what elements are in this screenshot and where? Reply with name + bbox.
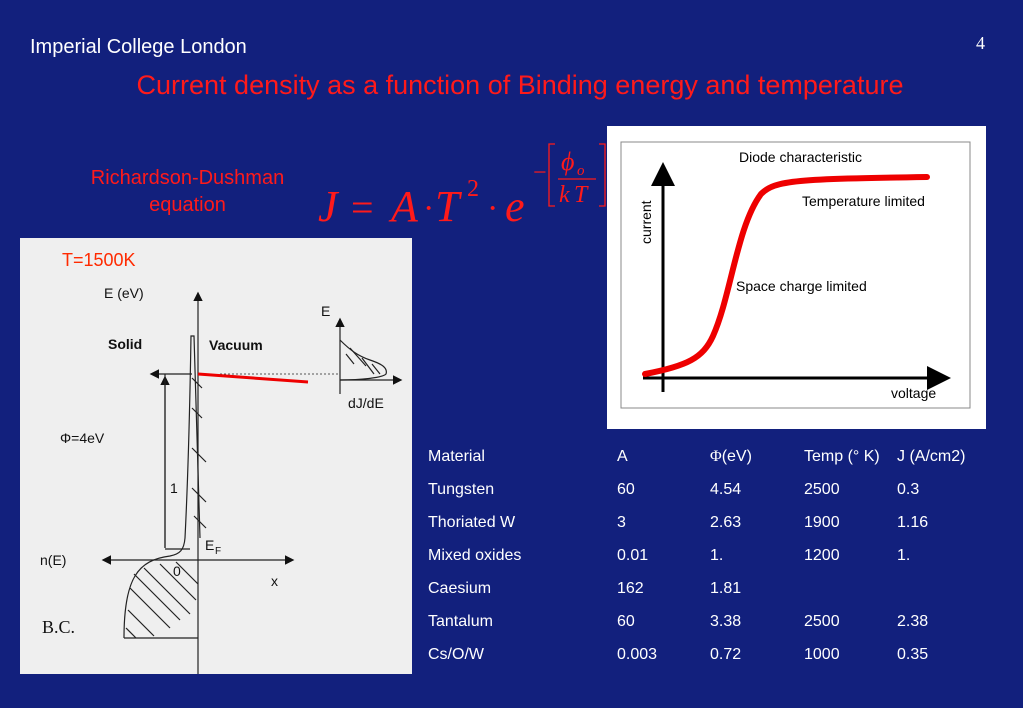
current-axis-label: current: [638, 200, 654, 244]
inset-energy-label: E: [321, 303, 330, 319]
temperature-limited-label: Temperature limited: [802, 193, 925, 209]
table-cell: Tungsten: [428, 480, 495, 498]
distribution-curve: [123, 335, 201, 639]
fermi-subscript: F: [215, 546, 221, 557]
formula-bracket-right: [599, 143, 606, 207]
table-row: Cs/O/W 0.003 0.72 1000 0.35: [420, 638, 1020, 671]
table-row: Caesium 162 1.81: [420, 572, 1020, 605]
formula-t: T: [435, 182, 463, 231]
table-cell: 0.003: [617, 645, 658, 663]
formula-minus: −: [533, 160, 547, 186]
band-diagram-panel: T=1500K E (eV) Solid Vacuum Φ=4eV 1 E F …: [20, 238, 412, 674]
formula-a: A: [388, 182, 419, 231]
tail-hatching: [191, 377, 207, 529]
table-cell: 0.01: [617, 546, 649, 564]
phi-symbol: Φ: [710, 447, 722, 465]
table-body: Tungsten 60 4.54 2500 0.3 Thoriated W 3 2.63 190…: [420, 473, 1020, 671]
formula-t2: T: [574, 182, 589, 208]
formula-e: e: [505, 182, 525, 231]
table-cell: 1900: [804, 513, 840, 531]
table-cell: 0.3: [897, 480, 920, 498]
formula-phi: ϕ: [561, 147, 574, 176]
table-cell: Tantalum: [428, 612, 493, 630]
table-cell: 2500: [804, 612, 840, 630]
table-cell: 2500: [804, 480, 840, 498]
institution-name: Imperial College London: [30, 36, 247, 58]
table-cell: 2.63: [710, 513, 742, 531]
table-cell: 2.38: [897, 612, 929, 630]
distribution-hatching: [125, 561, 199, 639]
formula-j: J: [318, 182, 340, 231]
table-cell: 4.54: [710, 480, 742, 498]
table-cell: [889, 572, 1020, 605]
solid-label: Solid: [108, 336, 142, 352]
inset-x-label: dJ/dE: [348, 395, 384, 411]
diode-curve: [642, 174, 930, 377]
energy-axis-label: E (eV): [104, 285, 144, 301]
header-material: Material: [428, 447, 485, 465]
equation-name: Richardson-Dushman equation: [90, 167, 285, 216]
header-a: A: [617, 447, 628, 465]
work-function-label: Φ=4eV: [60, 430, 105, 446]
formula-bracket-left: [548, 143, 555, 207]
table-cell: 1.: [710, 546, 724, 564]
level-one-label: 1: [170, 480, 178, 496]
table-cell: [796, 572, 889, 605]
space-charge-limited-label: Space charge limited: [736, 278, 867, 294]
diode-characteristic-chart: Diode characteristic Temperature limited…: [620, 141, 971, 409]
chart-frame: [620, 141, 971, 409]
table-row: Tungsten 60 4.54 2500 0.3: [420, 473, 1020, 506]
header-phi-unit: (eV): [721, 447, 752, 465]
header-phi: Φ(eV): [702, 440, 796, 473]
slide-title: Current density as a function of Binding…: [136, 70, 904, 100]
table-cell: 162: [617, 579, 644, 597]
header-j: J (A/cm2): [897, 447, 966, 465]
page-number: 4: [976, 33, 985, 53]
table-cell: 3.38: [710, 612, 742, 630]
table-cell: 1.16: [897, 513, 929, 531]
table-cell: 1.81: [710, 579, 742, 597]
table-cell: Thoriated W: [428, 513, 516, 531]
table-row: Tantalum 60 3.38 2500 2.38: [420, 605, 1020, 638]
emission-red-line: [197, 372, 309, 384]
table-cell: Mixed oxides: [428, 546, 522, 564]
table-cell: 3: [617, 513, 626, 531]
richardson-dushman-formula: J = A · T 2 · e − ϕ o k T: [318, 143, 606, 231]
table-cell: 1.: [897, 546, 911, 564]
formula-dot-2: ·: [487, 190, 498, 227]
materials-table: Material A Φ(eV) Temp (° K) J (A/cm2) Tu…: [420, 440, 1020, 671]
author-initials: B.C.: [42, 617, 75, 637]
table-cell: 0.35: [897, 645, 929, 663]
temperature-label: T=1500K: [62, 250, 136, 270]
formula-phi-sub: o: [577, 163, 585, 179]
origin-label: 0: [173, 563, 181, 579]
table-cell: 60: [617, 612, 635, 630]
table-cell: 0.72: [710, 645, 742, 663]
table-cell: 1200: [804, 546, 840, 564]
table-cell: 1000: [804, 645, 840, 663]
formula-exponent: 2: [467, 176, 479, 202]
table-cell: Cs/O/W: [428, 645, 484, 663]
table-cell: Caesium: [428, 579, 492, 597]
formula-k: k: [559, 182, 570, 208]
header-temp: Temp (° K): [804, 447, 880, 465]
table-cell: 60: [617, 480, 635, 498]
formula-dot-1: ·: [423, 190, 434, 227]
table-row: Mixed oxides 0.01 1. 1200 1.: [420, 539, 1020, 572]
diode-characteristic-panel: Diode characteristic Temperature limited…: [607, 126, 986, 429]
table-header-row: Material A Φ(eV) Temp (° K) J (A/cm2): [420, 440, 1020, 473]
band-diagram: T=1500K E (eV) Solid Vacuum Φ=4eV 1 E F …: [40, 250, 403, 674]
formula-equals: =: [351, 185, 374, 230]
density-axis-label: n(E): [40, 552, 66, 568]
inset-hatching: [345, 347, 381, 375]
x-axis-label: x: [271, 573, 278, 589]
table-row: Thoriated W 3 2.63 1900 1.16: [420, 506, 1020, 539]
voltage-axis-label: voltage: [891, 385, 936, 401]
fermi-label: E: [205, 537, 214, 553]
diode-title: Diode characteristic: [739, 149, 862, 165]
vacuum-label: Vacuum: [209, 337, 263, 353]
